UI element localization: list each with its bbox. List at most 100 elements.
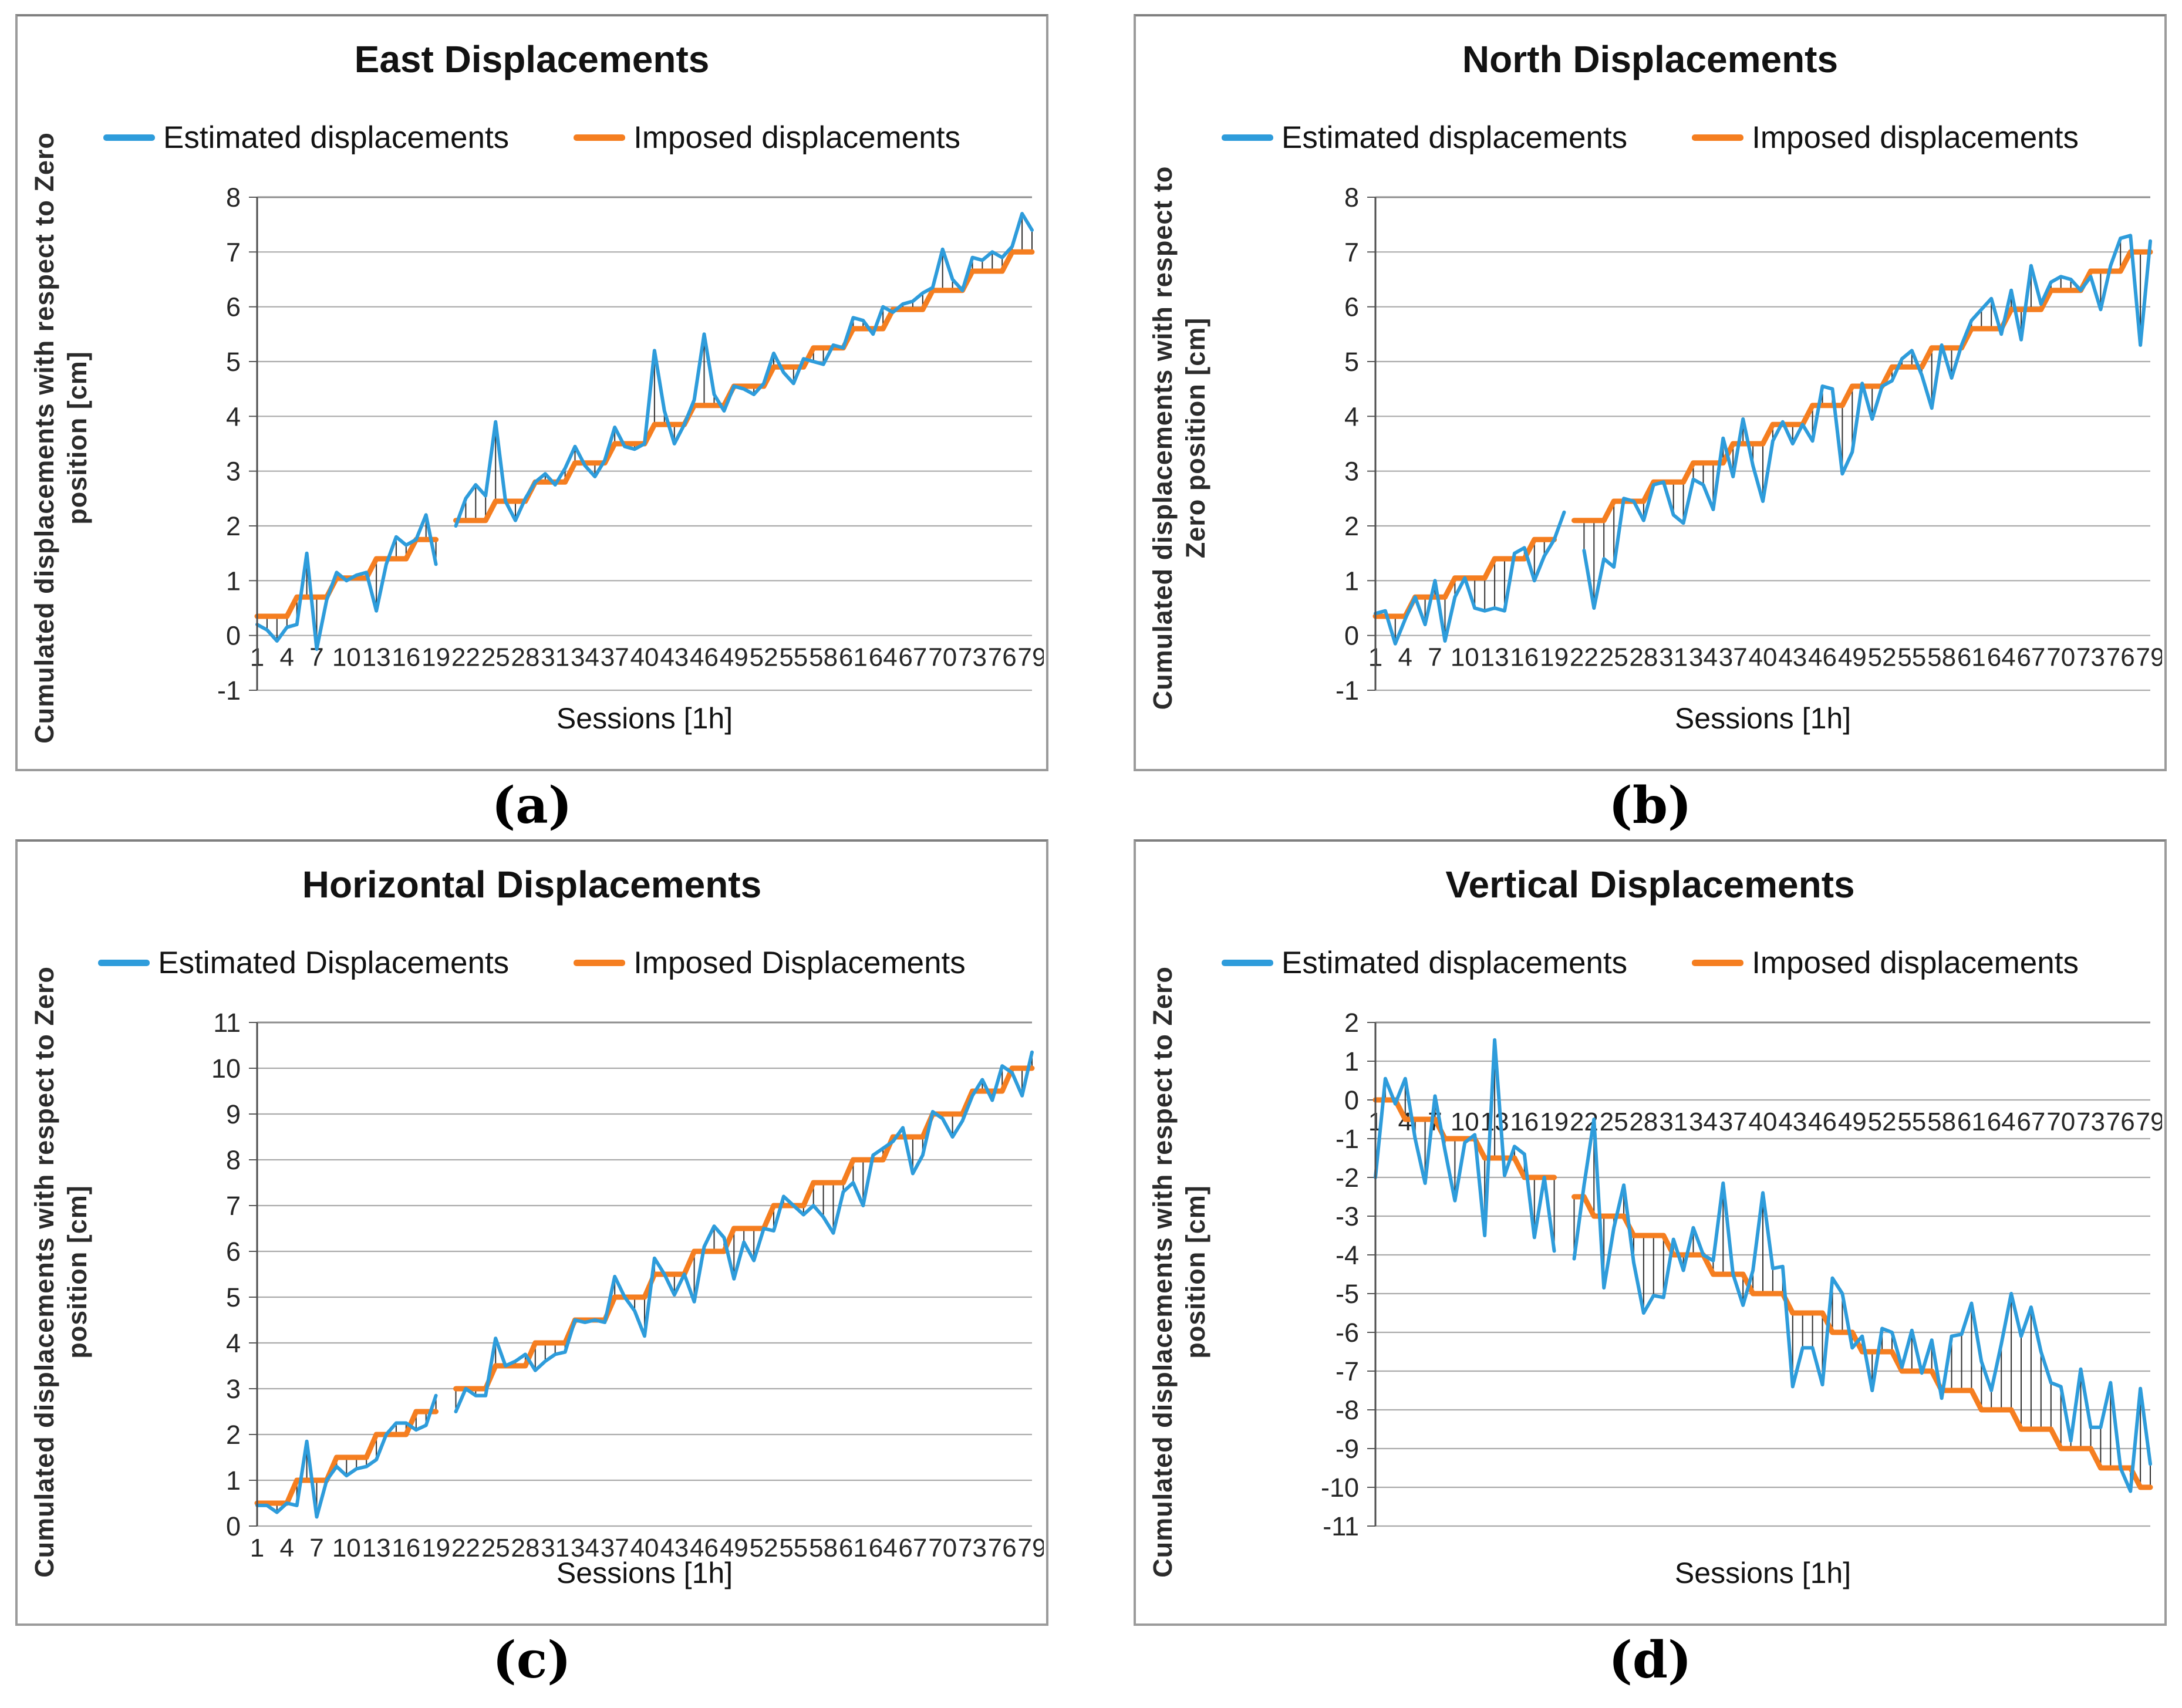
svg-text:-10: -10 bbox=[1321, 1473, 1359, 1503]
y-axis-title-line2: position [cm] bbox=[1181, 1185, 1210, 1359]
svg-text:49: 49 bbox=[1838, 643, 1867, 672]
legend-label-estimated: Estimated Displacements bbox=[158, 946, 510, 980]
chart-body: Cumulated displacements with respect to … bbox=[18, 132, 1047, 744]
svg-text:46: 46 bbox=[690, 643, 719, 672]
svg-text:5: 5 bbox=[1344, 347, 1359, 377]
svg-text:67: 67 bbox=[898, 643, 927, 672]
svg-text:37: 37 bbox=[1719, 1108, 1748, 1136]
y-axis-title-line1: Cumulated displacements with respect to bbox=[1147, 166, 1178, 710]
y-axis-title-line1: Cumulated displacements with respect to … bbox=[29, 132, 59, 744]
legend-item-imposed: Imposed displacements bbox=[1692, 120, 2079, 156]
y-axis-title: Cumulated displacements with respect to … bbox=[18, 132, 104, 744]
legend-label-imposed: Imposed displacements bbox=[1752, 120, 2079, 155]
svg-text:7: 7 bbox=[226, 1191, 241, 1221]
svg-text:43: 43 bbox=[1778, 643, 1807, 672]
svg-text:-1: -1 bbox=[1335, 676, 1359, 706]
svg-text:4: 4 bbox=[1398, 643, 1412, 672]
svg-text:25: 25 bbox=[1600, 1108, 1628, 1136]
y-axis-title: Cumulated displacements with respect to … bbox=[18, 966, 104, 1595]
svg-text:79: 79 bbox=[2136, 1108, 2162, 1136]
svg-text:10: 10 bbox=[1451, 643, 1479, 672]
svg-text:70: 70 bbox=[928, 643, 957, 672]
svg-text:61: 61 bbox=[839, 1534, 868, 1562]
svg-text:73: 73 bbox=[958, 643, 987, 672]
svg-text:1: 1 bbox=[226, 1466, 241, 1496]
svg-text:10: 10 bbox=[332, 643, 361, 672]
svg-text:25: 25 bbox=[481, 643, 510, 672]
estimated-line-swatch bbox=[103, 134, 156, 141]
svg-text:-6: -6 bbox=[1335, 1318, 1359, 1348]
svg-text:64: 64 bbox=[1987, 1108, 2016, 1136]
svg-text:31: 31 bbox=[541, 643, 569, 672]
imposed-line-swatch bbox=[1692, 960, 1744, 966]
legend-label-estimated: Estimated displacements bbox=[163, 120, 510, 155]
svg-text:40: 40 bbox=[1749, 1108, 1778, 1136]
svg-text:31: 31 bbox=[1659, 1108, 1688, 1136]
svg-text:-1: -1 bbox=[217, 676, 241, 706]
svg-text:-7: -7 bbox=[1335, 1356, 1359, 1386]
svg-text:22: 22 bbox=[451, 1534, 480, 1562]
legend-item-estimated: Estimated displacements bbox=[1222, 945, 1627, 981]
legend-east: Estimated displacements Imposed displace… bbox=[18, 120, 1046, 156]
chart-title-horizontal: Horizontal Displacements bbox=[302, 863, 762, 906]
svg-text:40: 40 bbox=[1749, 643, 1778, 672]
legend-label-imposed: Imposed Displacements bbox=[633, 946, 966, 980]
svg-text:4: 4 bbox=[1344, 401, 1359, 431]
svg-text:0: 0 bbox=[1344, 1085, 1359, 1115]
legend-item-imposed: Imposed displacements bbox=[574, 120, 960, 156]
svg-text:43: 43 bbox=[660, 643, 689, 672]
svg-text:58: 58 bbox=[809, 643, 838, 672]
svg-text:37: 37 bbox=[601, 1534, 629, 1562]
legend-item-estimated: Estimated Displacements bbox=[98, 945, 509, 981]
svg-text:5: 5 bbox=[226, 1282, 241, 1312]
svg-text:58: 58 bbox=[1927, 643, 1956, 672]
svg-text:52: 52 bbox=[1868, 643, 1897, 672]
legend-item-estimated: Estimated displacements bbox=[1222, 120, 1627, 156]
svg-text:0: 0 bbox=[226, 1511, 241, 1541]
svg-text:52: 52 bbox=[1868, 1108, 1897, 1136]
svg-text:76: 76 bbox=[2106, 643, 2135, 672]
chart-wrap: 0 1 2 3 4 5 6 7 8 9 10 11 1 4 7 10 13 16 19 22 25 28 31 34 37 40 4… bbox=[104, 1008, 1047, 1595]
imposed-line-swatch bbox=[1692, 134, 1744, 141]
svg-text:70: 70 bbox=[2046, 1108, 2075, 1136]
svg-text:49: 49 bbox=[720, 643, 748, 672]
svg-text:52: 52 bbox=[750, 1534, 778, 1562]
subfigure-a: East Displacements Estimated displacemen… bbox=[15, 14, 1048, 831]
svg-text:16: 16 bbox=[1510, 1108, 1539, 1136]
svg-text:79: 79 bbox=[1018, 643, 1044, 672]
subfigure-label-b: (b) bbox=[1608, 776, 1692, 835]
svg-text:1: 1 bbox=[226, 566, 241, 596]
y-axis-title: Cumulated displacements with respect to … bbox=[1136, 166, 1223, 740]
svg-text:0: 0 bbox=[226, 621, 241, 651]
svg-text:28: 28 bbox=[511, 1534, 539, 1562]
svg-text:3: 3 bbox=[226, 1374, 241, 1404]
svg-text:64: 64 bbox=[869, 643, 898, 672]
svg-text:6: 6 bbox=[226, 1237, 241, 1267]
legend-label-estimated: Estimated displacements bbox=[1281, 120, 1628, 155]
svg-text:7: 7 bbox=[226, 237, 241, 267]
svg-text:-1: -1 bbox=[1335, 1124, 1359, 1154]
svg-text:11: 11 bbox=[213, 1008, 241, 1038]
svg-text:58: 58 bbox=[1927, 1108, 1956, 1136]
legend-vertical: Estimated displacements Imposed displace… bbox=[1136, 945, 2164, 981]
svg-text:2: 2 bbox=[226, 1420, 241, 1450]
estimated-line-swatch bbox=[1222, 134, 1274, 141]
svg-text:9: 9 bbox=[226, 1099, 241, 1129]
legend-label-imposed: Imposed displacements bbox=[1752, 946, 2079, 980]
svg-text:10: 10 bbox=[332, 1534, 361, 1562]
subfigure-b: North Displacements Estimated displaceme… bbox=[1134, 14, 2167, 831]
svg-text:8: 8 bbox=[226, 183, 241, 212]
svg-text:55: 55 bbox=[779, 643, 808, 672]
svg-text:1: 1 bbox=[1344, 566, 1359, 596]
svg-text:22: 22 bbox=[451, 643, 480, 672]
legend-item-imposed: Imposed Displacements bbox=[574, 945, 966, 981]
svg-text:25: 25 bbox=[481, 1534, 510, 1562]
svg-text:1: 1 bbox=[1344, 1047, 1359, 1076]
y-axis-title-line1: Cumulated displacements with respect to … bbox=[1147, 966, 1178, 1578]
legend-north: Estimated displacements Imposed displace… bbox=[1136, 120, 2164, 156]
imposed-line-swatch bbox=[574, 960, 626, 966]
svg-text:31: 31 bbox=[541, 1534, 569, 1562]
svg-text:34: 34 bbox=[1689, 643, 1718, 672]
svg-text:49: 49 bbox=[720, 1534, 748, 1562]
